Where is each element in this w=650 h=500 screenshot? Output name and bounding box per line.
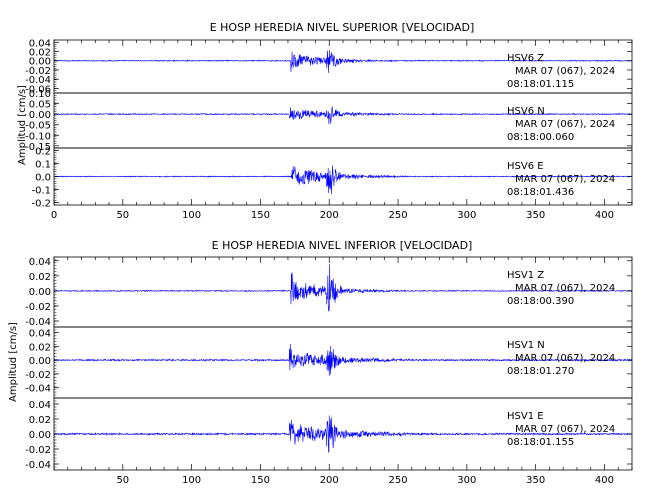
x-tick-label: 400 bbox=[595, 475, 614, 486]
x-tick-label: 150 bbox=[251, 475, 270, 486]
upper-y-axis-label: Amplitud [cm/s] bbox=[17, 85, 28, 165]
y-tick-label: -0.1 bbox=[31, 185, 51, 196]
y-tick-label: 0.0 bbox=[35, 173, 51, 184]
x-tick-label: 50 bbox=[116, 210, 129, 221]
waveform-trace bbox=[53, 165, 633, 195]
y-tick-label: 0.2 bbox=[35, 147, 51, 158]
x-tick-label: 0 bbox=[51, 210, 57, 221]
upper-panel-3: 0.2 0.1 0.0-0.1 -0.2 HSV6 E MAR 07 (067), 202… bbox=[31, 147, 633, 209]
y-tick-label: -0.02 bbox=[25, 370, 51, 381]
y-tick-label: 0.04 bbox=[29, 400, 51, 411]
waveform-trace bbox=[53, 106, 633, 125]
trace-date-label: MAR 07 (067), 2024 bbox=[515, 66, 615, 77]
y-tick-label: 0.02 bbox=[29, 415, 51, 426]
trace-station-label: HSV1 Z bbox=[507, 270, 544, 281]
trace-date-label: MAR 07 (067), 2024 bbox=[515, 353, 615, 364]
lower-x-axis: 50 100 150 200 250 300 350 400 bbox=[53, 257, 633, 486]
y-tick-label: -0.06 bbox=[25, 84, 51, 95]
trace-station-label: HSV1 N bbox=[507, 340, 545, 351]
lower-panel-3: 0.04 0.02 0.00 -0.02 -0.04 HSV1 E MAR 07 (067)… bbox=[25, 397, 633, 471]
y-tick-label: 0.02 bbox=[29, 272, 51, 283]
upper-panel-1: 0.040.020.00-0.02-0.04-0.06 HSV6 Z MAR 07 … bbox=[25, 38, 633, 95]
y-tick-label: 0.02 bbox=[29, 342, 51, 353]
y-tick-label: -0.04 bbox=[25, 460, 51, 471]
trace-station-label: HSV6 E bbox=[507, 161, 544, 172]
y-tick-label: 0.1 bbox=[35, 160, 51, 171]
y-tick-label: 0.05 bbox=[29, 100, 51, 111]
trace-time-label: 08:18:01.436 bbox=[507, 187, 574, 198]
x-tick-label: 200 bbox=[320, 210, 339, 221]
lower-chart-title: E HOSP HEREDIA NIVEL INFERIOR [VELOCIDAD… bbox=[212, 239, 473, 252]
upper-chart-title: E HOSP HEREDIA NIVEL SUPERIOR [VELOCIDAD… bbox=[210, 21, 475, 34]
y-tick-label: -0.04 bbox=[25, 384, 51, 395]
waveform-trace bbox=[53, 415, 633, 453]
upper-x-axis: 0 50 100 150 200 250 300 350 400 bbox=[51, 40, 633, 221]
lower-panel-2: 0.04 0.02 0.00 -0.02 -0.04 HSV1 N MAR 07 (067)… bbox=[25, 326, 633, 399]
x-tick-label: 300 bbox=[457, 210, 476, 221]
x-tick-label: 100 bbox=[182, 475, 201, 486]
x-tick-label: 250 bbox=[389, 210, 408, 221]
y-tick-label: 0.04 bbox=[29, 329, 51, 340]
trace-station-label: HSV6 Z bbox=[507, 53, 544, 64]
x-tick-label: 350 bbox=[526, 210, 545, 221]
y-tick-label: -0.04 bbox=[25, 317, 51, 328]
y-tick-label: -0.15 bbox=[25, 142, 51, 153]
waveform-trace bbox=[53, 343, 633, 376]
y-tick-label: 0.00 bbox=[29, 57, 51, 68]
y-tick-label: 0.00 bbox=[29, 430, 51, 441]
upper-block: E HOSP HEREDIA NIVEL SUPERIOR [VELOCIDAD… bbox=[17, 21, 633, 221]
trace-date-label: MAR 07 (067), 2024 bbox=[515, 283, 615, 294]
trace-date-label: MAR 07 (067), 2024 bbox=[515, 174, 615, 185]
y-tick-label: -0.02 bbox=[25, 302, 51, 313]
x-tick-label: 250 bbox=[389, 475, 408, 486]
trace-time-label: 08:18:01.115 bbox=[507, 79, 574, 90]
lower-block: E HOSP HEREDIA NIVEL INFERIOR [VELOCIDAD… bbox=[8, 239, 633, 486]
trace-date-label: MAR 07 (067), 2024 bbox=[515, 424, 615, 435]
y-tick-label: 0.00 bbox=[29, 356, 51, 367]
y-tick-label: -0.02 bbox=[25, 66, 51, 77]
trace-time-label: 08:18:00.390 bbox=[507, 296, 574, 307]
x-tick-label: 100 bbox=[182, 210, 201, 221]
y-tick-label: 0.04 bbox=[29, 257, 51, 268]
upper-panel-2: 0.100.050.00-0.05-0.10-0.15 HSV6 N MAR 07 … bbox=[25, 89, 633, 153]
trace-time-label: 08:18:01.270 bbox=[507, 366, 574, 377]
lower-panel-1: 0.04 0.02 0.00 -0.02 -0.04 HSV1 Z MAR 07 (067)… bbox=[25, 256, 633, 328]
trace-station-label: HSV1 E bbox=[507, 411, 544, 422]
y-tick-label: -0.04 bbox=[25, 75, 51, 86]
x-tick-label: 350 bbox=[526, 475, 545, 486]
y-tick-label: -0.05 bbox=[25, 121, 51, 132]
waveform-trace bbox=[53, 264, 633, 312]
trace-time-label: 08:18:00.060 bbox=[507, 132, 574, 143]
y-tick-label: 0.04 bbox=[29, 38, 51, 49]
x-tick-label: 50 bbox=[116, 475, 129, 486]
y-tick-label: -0.2 bbox=[31, 198, 51, 209]
trace-time-label: 08:18:01.155 bbox=[507, 437, 574, 448]
trace-date-label: MAR 07 (067), 2024 bbox=[515, 119, 615, 130]
y-tick-label: 0.10 bbox=[29, 89, 51, 100]
trace-station-label: HSV6 N bbox=[507, 106, 545, 117]
y-tick-label: 0.00 bbox=[29, 287, 51, 298]
x-tick-label: 300 bbox=[457, 475, 476, 486]
y-tick-label: -0.02 bbox=[25, 445, 51, 456]
x-tick-label: 400 bbox=[595, 210, 614, 221]
x-tick-label: 150 bbox=[251, 210, 270, 221]
y-tick-label: 0.02 bbox=[29, 48, 51, 59]
waveform-trace bbox=[53, 50, 633, 73]
y-tick-label: -0.10 bbox=[25, 131, 51, 142]
y-tick-label: 0.00 bbox=[29, 110, 51, 121]
lower-y-axis-label: Amplitud [cm/s] bbox=[8, 322, 19, 402]
x-tick-label: 200 bbox=[320, 475, 339, 486]
